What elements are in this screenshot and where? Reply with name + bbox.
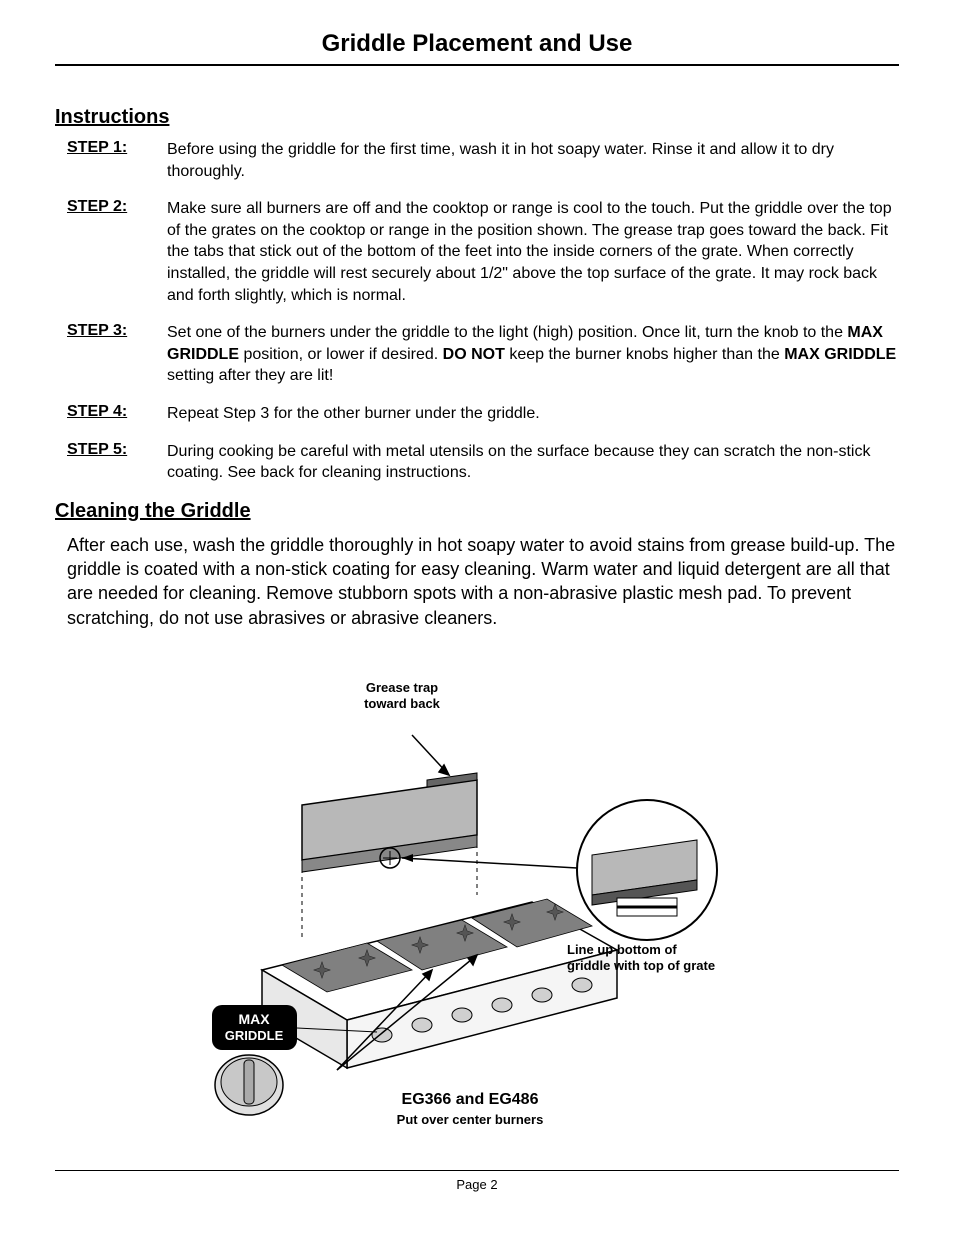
title-rule xyxy=(55,64,899,66)
step-row: STEP 5: During cooking be careful with m… xyxy=(67,441,899,484)
footer: Page 2 xyxy=(55,1170,899,1192)
steps-list: STEP 1: Before using the griddle for the… xyxy=(67,139,899,484)
put-over-label: Put over center burners xyxy=(355,1112,585,1128)
svg-text:MAX: MAX xyxy=(238,1011,270,1027)
page-title: Griddle Placement and Use xyxy=(55,30,899,58)
step-label: STEP 1: xyxy=(67,139,167,157)
diagram: MAX GRIDDLE Grease trap toward back Line… xyxy=(177,680,777,1160)
step-row: STEP 2: Make sure all burners are off an… xyxy=(67,198,899,306)
step-text: Set one of the burners under the griddle… xyxy=(167,322,899,387)
svg-text:GRIDDLE: GRIDDLE xyxy=(225,1028,284,1043)
diagram-svg: MAX GRIDDLE xyxy=(177,680,777,1160)
step-label: STEP 2: xyxy=(67,198,167,216)
grease-trap-label: Grease trap toward back xyxy=(337,680,467,713)
footer-rule xyxy=(55,1170,899,1171)
page: Griddle Placement and Use Instructions S… xyxy=(0,0,954,1212)
page-number: Page 2 xyxy=(55,1177,899,1192)
instructions-section: Instructions STEP 1: Before using the gr… xyxy=(55,106,899,484)
cleaning-section: Cleaning the Griddle After each use, was… xyxy=(55,500,899,630)
step-row: STEP 3: Set one of the burners under the… xyxy=(67,322,899,387)
step-label: STEP 5: xyxy=(67,441,167,459)
griddle-icon xyxy=(302,773,477,872)
step-text: Repeat Step 3 for the other burner under… xyxy=(167,403,899,425)
step-text: Before using the griddle for the first t… xyxy=(167,139,899,182)
step-row: STEP 4: Repeat Step 3 for the other burn… xyxy=(67,403,899,425)
step-text: During cooking be careful with metal ute… xyxy=(167,441,899,484)
step-row: STEP 1: Before using the griddle for the… xyxy=(67,139,899,182)
step-text: Make sure all burners are off and the co… xyxy=(167,198,899,306)
cleaning-text: After each use, wash the griddle thoroug… xyxy=(67,533,899,630)
step-label: STEP 4: xyxy=(67,403,167,421)
cleaning-heading: Cleaning the Griddle xyxy=(55,500,899,523)
instructions-heading: Instructions xyxy=(55,106,899,129)
cooktop-icon xyxy=(262,899,617,1068)
lineup-label: Line up bottom of griddle with top of gr… xyxy=(567,942,767,975)
model-label: EG366 and EG486 xyxy=(355,1090,585,1110)
step-label: STEP 3: xyxy=(67,322,167,340)
